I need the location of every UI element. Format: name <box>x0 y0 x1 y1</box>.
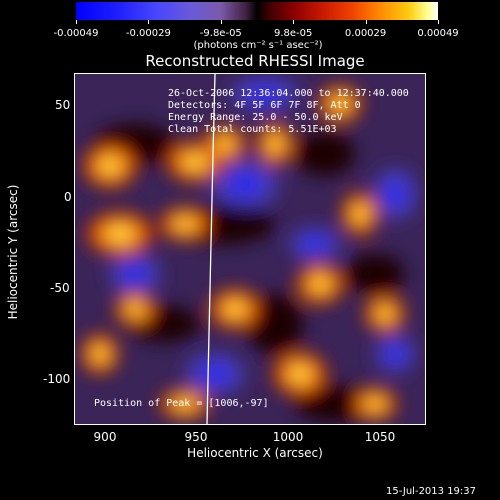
colorbar-units: (photons cm⁻² s⁻¹ asec⁻²) <box>193 40 323 51</box>
colorbar-tick-label: 0.00029 <box>344 28 387 39</box>
colorbar-tick-label: -9.8e-05 <box>199 28 242 39</box>
solar-limb-line <box>206 153 214 424</box>
colorbar-tick <box>220 20 222 24</box>
info-time: 26-Oct-2006 12:36:04.000 to 12:37:40.000 <box>168 88 409 99</box>
info-energy: Energy Range: 25.0 - 50.0 keV <box>168 112 343 123</box>
timestamp: 15-Jul-2013 19:37 <box>386 486 477 497</box>
x-tick: 1050 <box>364 430 396 444</box>
y-tick: -50 <box>50 281 70 295</box>
colorbar-tick <box>438 20 439 24</box>
colorbar-tick <box>365 20 367 24</box>
solar-limb-line <box>212 74 216 155</box>
colorbar-tick-label: -0.00029 <box>125 28 171 39</box>
y-axis-label: Heliocentric Y (arcsec) <box>6 184 20 320</box>
colorbar-tick-label: -0.00049 <box>53 28 99 39</box>
x-tick: 1000 <box>272 430 304 444</box>
colorbar-tick <box>293 20 295 24</box>
info-detectors: Detectors: 4F 5F 6F 7F 8F, Att 0 <box>168 100 361 111</box>
colorbar-tick <box>76 20 77 24</box>
x-tick: 900 <box>93 430 117 444</box>
peak-position: Position of Peak = [1006,-97] <box>94 398 269 409</box>
rhessi-image: 26-Oct-2006 12:36:04.000 to 12:37:40.000… <box>74 73 426 425</box>
colorbar-tick-label: 9.8e-05 <box>273 28 313 39</box>
info-counts: Clean Total counts: 5.51E+03 <box>168 124 337 135</box>
colorbar <box>76 2 438 20</box>
y-tick: -100 <box>43 372 71 386</box>
y-tick: 50 <box>55 98 71 112</box>
x-tick: 950 <box>184 430 208 444</box>
x-axis-label: Heliocentric X (arcsec) <box>187 446 323 460</box>
colorbar-tick <box>148 20 150 24</box>
colorbar-tick-label: 0.00049 <box>417 28 459 39</box>
image-map <box>75 74 425 424</box>
plot-title: Reconstructed RHESSI Image <box>145 52 365 70</box>
